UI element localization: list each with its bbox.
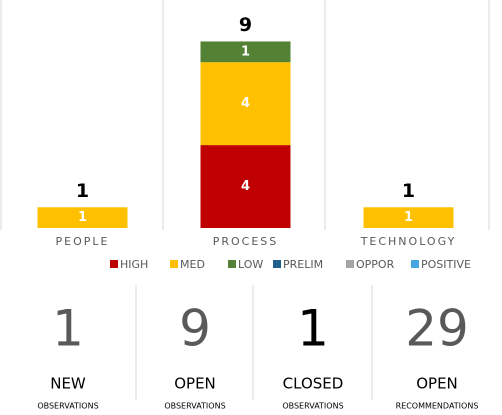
kpi-value: 29 (405, 300, 469, 358)
bar-segment (200, 41, 291, 63)
x-tick-label: TECHNOLOGY (360, 235, 457, 248)
kpi-value: 9 (179, 300, 211, 358)
total-label: 1 (402, 180, 415, 202)
data-label: 4 (241, 179, 250, 194)
bar-segment (37, 207, 128, 228)
legend-swatch (110, 260, 118, 268)
legend-label: OPPOR (356, 258, 395, 271)
kpi-sublabel: OBSERVATIONS (164, 402, 225, 411)
legend-swatch (170, 260, 178, 268)
kpi-value: 1 (297, 300, 329, 358)
x-tick-label: PROCESS (213, 235, 279, 248)
kpi-label: NEW (50, 375, 86, 393)
legend-label: LOW (238, 258, 263, 271)
legend-label: POSITIVE (421, 258, 471, 271)
kpi-value: 1 (52, 300, 84, 358)
x-tick-label: PEOPLE (56, 235, 110, 248)
kpi-label: OPEN (174, 375, 216, 393)
total-label: 9 (239, 14, 252, 36)
kpi-sublabel: OBSERVATIONS (282, 402, 343, 411)
data-label: 1 (404, 210, 413, 225)
legend-swatch (346, 260, 354, 268)
kpi-label: CLOSED (283, 375, 344, 393)
data-label: 4 (241, 96, 250, 111)
legend-label: HIGH (120, 258, 148, 271)
legend-swatch (411, 260, 419, 268)
legend-swatch (273, 260, 281, 268)
kpi-sublabel: RECOMMENDATIONS (396, 402, 479, 411)
legend-label: PRELIM (283, 258, 323, 271)
kpi-sublabel: OBSERVATIONS (37, 402, 98, 411)
data-label: 1 (78, 210, 87, 225)
legend-label: MED (180, 258, 205, 271)
total-label: 1 (76, 180, 89, 202)
bar-segment (363, 207, 454, 228)
kpi-label: OPEN (416, 375, 458, 393)
bar-segment (200, 145, 291, 228)
legend-swatch (228, 260, 236, 268)
data-label: 1 (241, 44, 250, 59)
bar-segment (200, 62, 291, 146)
